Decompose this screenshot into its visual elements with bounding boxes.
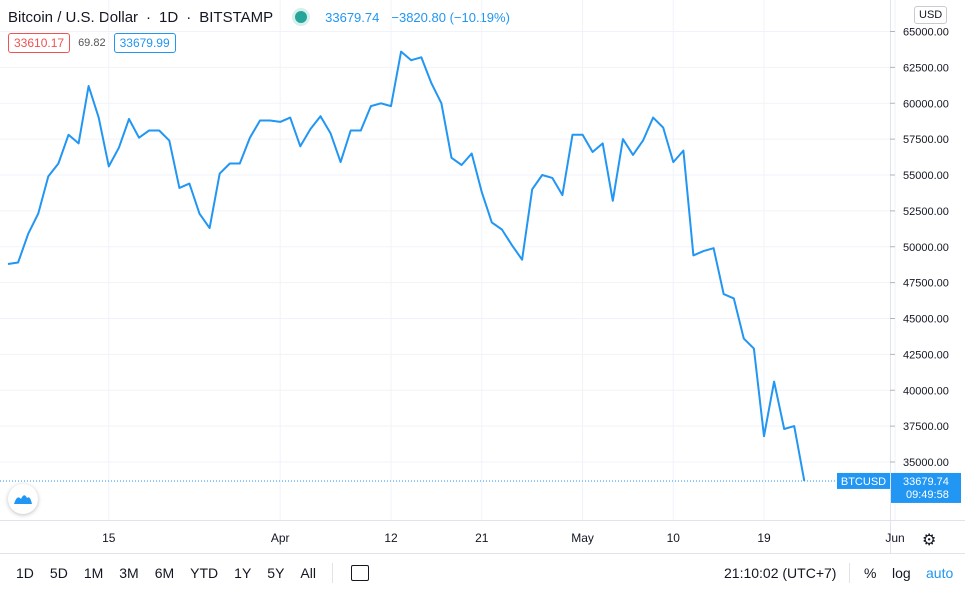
chart-grid: [0, 0, 895, 520]
chart-series: [0, 52, 890, 481]
chart-axis-labels: 35000.00 37500.00 40000.00 42500.00 45000.00…: [102, 27, 961, 546]
settings-gear-icon[interactable]: ⚙: [922, 530, 936, 550]
x-tick-label: 21: [475, 531, 489, 545]
x-tick-label: 12: [384, 531, 398, 545]
y-tick-label: 50000.00: [903, 242, 949, 254]
timeframe-1y[interactable]: 1Y: [226, 565, 259, 581]
timeframe-all[interactable]: All: [292, 565, 324, 581]
y-tick-label: 57500.00: [903, 134, 949, 146]
y-tick-label: 62500.00: [903, 62, 949, 74]
timeframe-5y[interactable]: 5Y: [259, 565, 292, 581]
price-chart[interactable]: 35000.00 37500.00 40000.00 42500.00 45000.00…: [0, 0, 965, 553]
toolbar-divider: [849, 563, 850, 583]
log-scale-toggle[interactable]: log: [892, 565, 911, 581]
y-tick-label: 45000.00: [903, 314, 949, 326]
auto-scale-toggle[interactable]: auto: [926, 565, 953, 581]
x-tick-label: 10: [667, 531, 681, 545]
y-tick-label: 40000.00: [903, 385, 949, 397]
x-tick-label: May: [571, 531, 594, 545]
x-tick-label: 19: [757, 531, 771, 545]
timezone-clock[interactable]: 21:10:02 (UTC+7): [724, 565, 836, 581]
y-tick-label: 55000.00: [903, 170, 949, 182]
x-tick-label: Jun: [885, 531, 904, 545]
timeframe-5d[interactable]: 5D: [42, 565, 76, 581]
tradingview-logo-icon[interactable]: [8, 484, 38, 514]
y-tick-label: 37500.00: [903, 421, 949, 433]
y-tick-label: 47500.00: [903, 278, 949, 290]
toolbar-divider: [332, 563, 333, 583]
date-range-calendar-icon[interactable]: [351, 565, 369, 581]
timeframe-1d[interactable]: 1D: [8, 565, 42, 581]
timeframe-6m[interactable]: 6M: [147, 565, 182, 581]
symbol-tag: BTCUSD: [841, 476, 886, 488]
y-tick-label: 42500.00: [903, 349, 949, 361]
x-tick-label: 15: [102, 531, 116, 545]
timeframe-3m[interactable]: 3M: [111, 565, 146, 581]
y-tick-label: 65000.00: [903, 27, 949, 39]
y-tick-label: 35000.00: [903, 457, 949, 469]
percent-scale-toggle[interactable]: %: [864, 565, 876, 581]
timeframe-ytd[interactable]: YTD: [182, 565, 226, 581]
timeframe-1m[interactable]: 1M: [76, 565, 111, 581]
bar-countdown: 09:49:58: [906, 489, 949, 501]
price-line: [8, 52, 804, 481]
y-tick-label: 52500.00: [903, 206, 949, 218]
y-tick-label: 60000.00: [903, 98, 949, 110]
x-tick-label: Apr: [271, 531, 290, 545]
chart-axes: [0, 0, 965, 553]
last-price-tag: 33679.74: [903, 476, 949, 488]
